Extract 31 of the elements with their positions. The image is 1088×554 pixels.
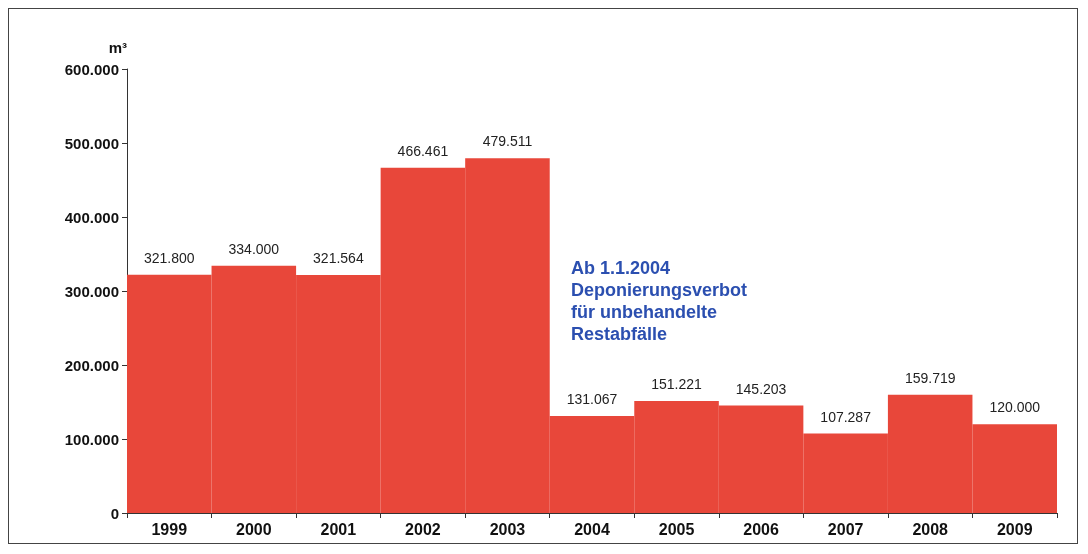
y-tick-label: 400.000 xyxy=(64,208,119,226)
x-tick-label: 1999 xyxy=(151,520,188,538)
x-tick-label: 2004 xyxy=(574,520,610,538)
data-label: 321.564 xyxy=(313,250,364,267)
y-tick-label: 200.000 xyxy=(64,356,119,374)
x-tick-label: 2009 xyxy=(996,520,1033,538)
x-tick-label: 2008 xyxy=(912,520,949,538)
data-label: 466.461 xyxy=(397,142,449,159)
y-tick-label: 500.000 xyxy=(64,134,119,152)
x-tick-label: 2001 xyxy=(320,520,357,538)
x-tick-label: 2005 xyxy=(658,520,695,538)
x-tick-label: 2000 xyxy=(236,520,272,538)
x-tick-label: 2007 xyxy=(827,520,864,538)
data-label: 131.067 xyxy=(566,391,618,408)
data-label: 479.511 xyxy=(482,133,533,150)
y-tick-label: 600.000 xyxy=(64,60,119,78)
y-tick-label: 100.000 xyxy=(64,430,119,448)
data-label: 145.203 xyxy=(735,380,787,397)
data-label: 321.800 xyxy=(143,249,195,266)
annotation: Ab 1.1.2004 Deponierungsverbot für unbehandelte Restabfälle xyxy=(571,258,748,344)
data-label: 159.719 xyxy=(904,369,956,386)
y-tick-label: 300.000 xyxy=(64,282,119,300)
x-tick-label: 2003 xyxy=(489,520,526,538)
x-tick-label: 2006 xyxy=(743,520,779,538)
data-label: 107.287 xyxy=(820,408,872,425)
data-label: 151.221 xyxy=(651,376,703,393)
x-tick-label: 2002 xyxy=(405,520,441,538)
data-label: 120.000 xyxy=(989,399,1041,416)
data-label: 334.000 xyxy=(228,240,280,257)
y-tick-label: 0 xyxy=(110,504,119,522)
y-axis-title: m³ xyxy=(108,39,127,56)
